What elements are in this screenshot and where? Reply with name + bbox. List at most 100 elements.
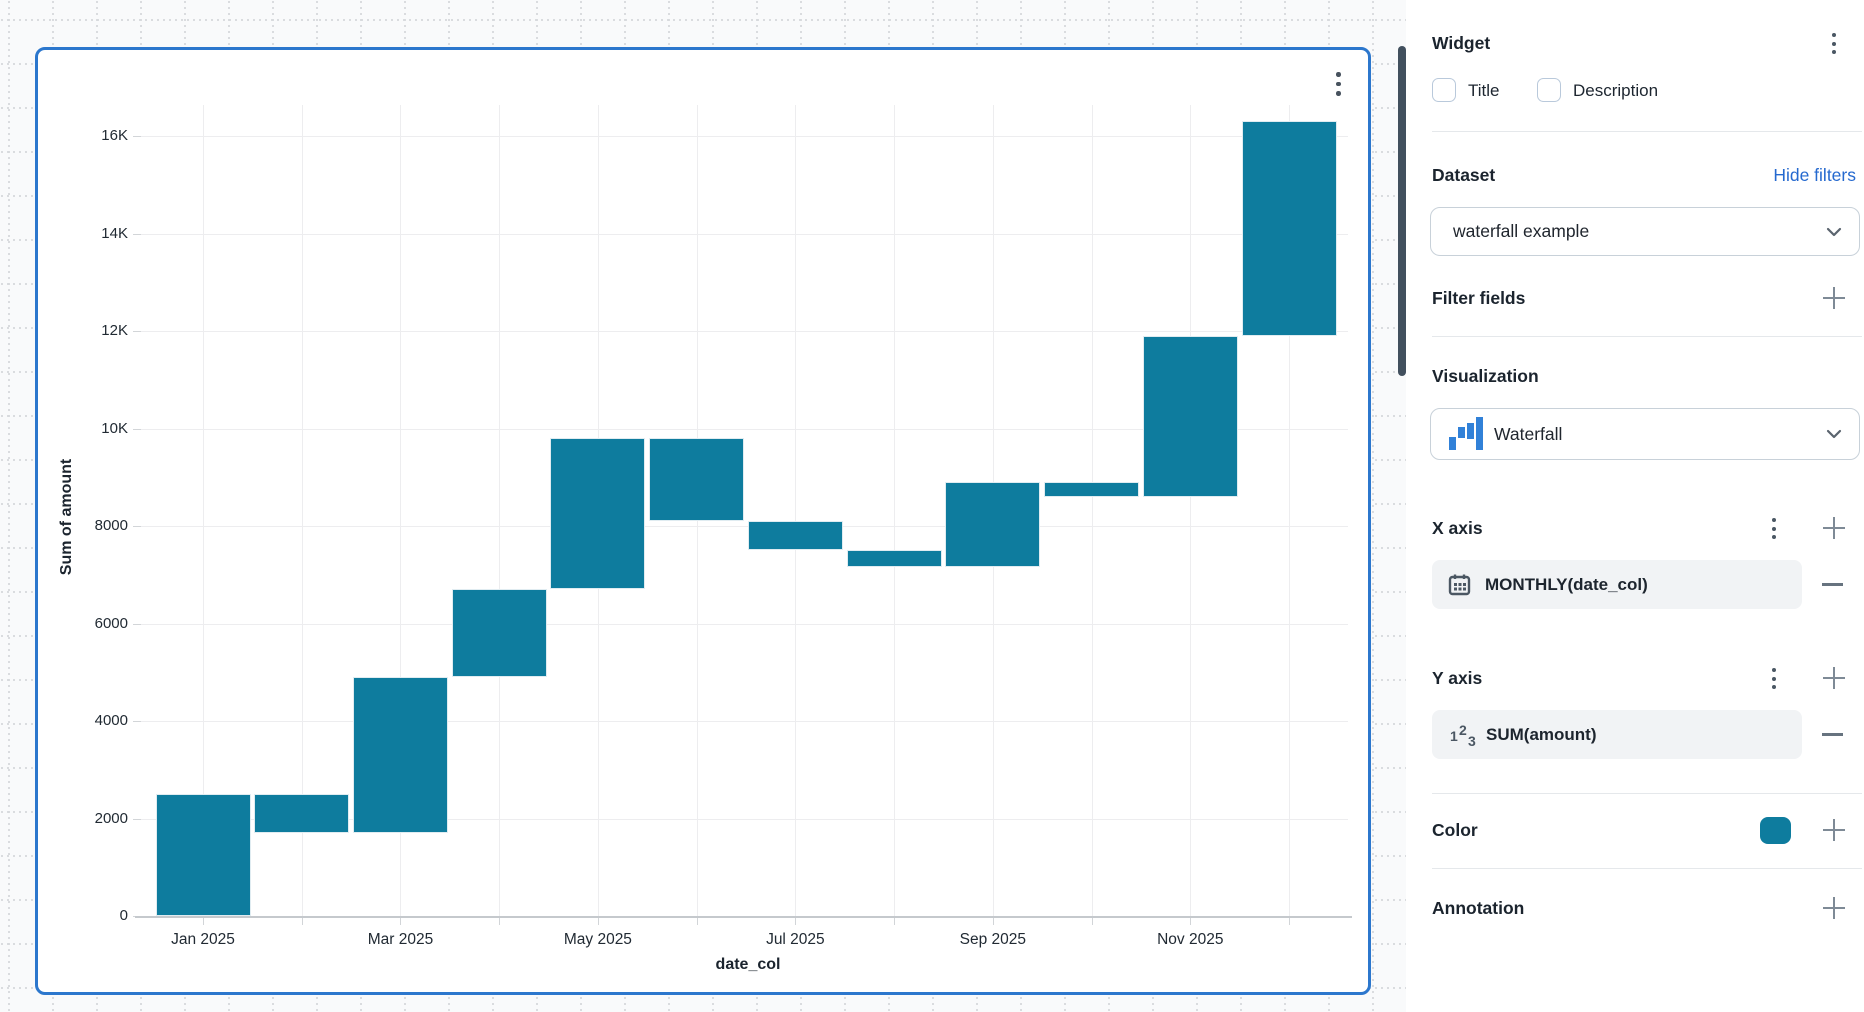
divider [1432,336,1862,337]
v-gridline [795,105,797,916]
v-gridline [499,105,501,916]
title-checkbox[interactable] [1432,78,1456,102]
x-tick-label: Nov 2025 [1157,931,1224,948]
chevron-down-icon [1826,227,1842,236]
y-tick-label: 2000 [94,809,128,827]
y-tick-label: 12K [101,322,128,339]
description-checkbox[interactable] [1537,78,1561,102]
x-tick-mark [1091,918,1093,925]
x-tick-mark [1289,918,1291,925]
v-gridline [301,105,303,916]
x-axis-title: date_col [715,956,781,973]
divider [1432,868,1862,869]
x-tick-label: Mar 2025 [367,931,434,948]
x-tick-mark [203,918,204,925]
panel-kebab-icon[interactable] [1832,33,1836,54]
waterfall-bar[interactable] [451,589,547,678]
h-gridline [135,818,1348,820]
x-tick-label: May 2025 [563,931,632,948]
filter-fields-label: Filter fields [1432,288,1526,308]
y-tick-mark [133,331,141,332]
y-tick-label: 10K [101,419,128,437]
x-tick-label: Jan 2025 [171,931,235,948]
divider [1432,793,1862,794]
x-axis-add-button[interactable] [1821,515,1847,541]
waterfall-bar[interactable] [846,550,942,568]
v-gridline [1190,105,1192,916]
color-swatch[interactable] [1760,817,1791,844]
waterfall-bar[interactable] [1241,121,1337,336]
x-tick-mark [1190,918,1192,925]
h-gridline [135,136,1348,137]
chart-widget[interactable]: Jan 2025 Mar 2025 May 2025 Jul 2025 Sep 2025… [35,47,1371,995]
y-tick-label: 0 [119,907,128,924]
x-axis-field-name: MONTHLY(date_col) [1485,574,1648,594]
waterfall-bar[interactable] [945,482,1041,568]
h-gridline [135,721,1348,722]
x-tick-label: Jul 2025 [766,931,825,948]
x-axis-kebab-icon[interactable] [1772,518,1776,539]
vertical-scrollbar[interactable] [1398,46,1406,376]
waterfall-chart: Jan 2025 Mar 2025 May 2025 Jul 2025 Sep 2025… [38,50,1368,992]
annotation-add-button[interactable] [1821,895,1847,921]
v-gridline [1091,105,1093,916]
y-axis-kebab-icon[interactable] [1772,668,1776,689]
x-tick-mark [301,918,303,925]
hide-filters-link[interactable]: Hide filters [1773,165,1856,185]
y-tick-label: 16K [101,127,128,144]
title-checkbox-label: Title [1468,81,1500,100]
waterfall-bar[interactable] [254,794,350,834]
waterfall-bar[interactable] [1044,482,1140,497]
h-gridline [135,526,1348,527]
calendar-icon [1448,574,1471,596]
x-tick-mark [894,918,896,925]
y-tick-label: 6000 [94,614,128,632]
waterfall-chart-icon [1449,417,1484,451]
waterfall-bar[interactable] [550,438,646,590]
visualization-dropdown-value: Waterfall [1494,423,1563,444]
waterfall-bar[interactable] [352,677,448,834]
divider [1432,131,1862,132]
add-filter-field-button[interactable] [1821,285,1847,311]
color-add-button[interactable] [1821,817,1847,843]
x-tick-label: Sep 2025 [959,931,1027,948]
x-tick-mark [795,918,797,925]
x-axis-line [135,916,1352,918]
h-gridline [135,623,1348,625]
dataset-dropdown[interactable]: waterfall example [1430,207,1860,256]
chart-menu-kebab-icon[interactable] [1334,70,1343,98]
y-axis-label: Y axis [1432,668,1483,688]
y-tick-mark [133,428,141,430]
waterfall-bar[interactable] [1142,335,1238,497]
y-tick-label: 14K [101,224,128,242]
dataset-label: Dataset [1432,165,1496,185]
waterfall-bar[interactable] [649,438,745,522]
h-gridline [135,331,1348,332]
x-axis-label: X axis [1432,518,1483,538]
h-gridline [135,428,1348,430]
waterfall-bar[interactable] [747,521,843,551]
x-axis-field-pill[interactable]: MONTHLY(date_col) [1432,560,1802,609]
panel-title: Widget [1432,33,1491,53]
y-tick-mark [133,818,141,820]
y-axis-add-button[interactable] [1821,665,1847,691]
v-gridline [1289,105,1291,916]
x-tick-mark [400,918,402,925]
y-axis-field-name: SUM(amount) [1486,724,1597,744]
waterfall-bar[interactable] [155,794,251,916]
v-gridline [894,105,896,916]
y-tick-mark [133,136,141,137]
y-axis-title: Sum of amount [58,458,75,576]
y-axis-remove-button[interactable] [1822,733,1843,736]
v-gridline [203,105,204,916]
y-tick-mark [133,721,141,722]
annotation-label: Annotation [1432,898,1525,918]
x-axis-remove-button[interactable] [1822,583,1843,586]
v-gridline [400,105,402,916]
x-tick-mark [696,918,698,925]
y-tick-label: 4000 [94,712,128,729]
visualization-dropdown[interactable]: Waterfall [1430,408,1860,460]
visualization-label: Visualization [1432,366,1539,386]
